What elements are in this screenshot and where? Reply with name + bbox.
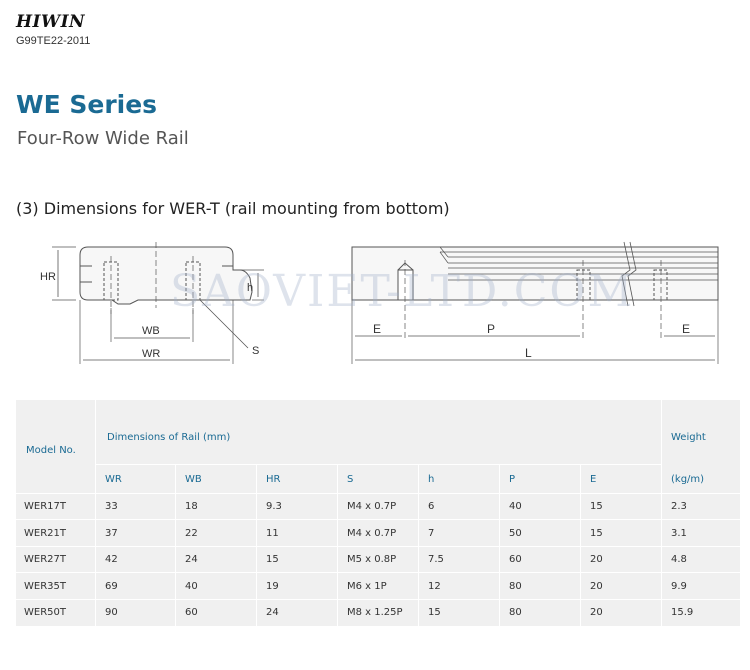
header-s: S [347,474,354,485]
label-e-left: E [373,322,381,336]
header-model-no: Model No. [26,445,76,456]
label-p: P [487,322,495,336]
row-1-wr: 33 [105,501,118,512]
row-4-wr: 69 [105,581,118,592]
row-3-hr: 15 [266,554,279,565]
row-4-h: 12 [428,581,441,592]
label-s: S [252,345,259,357]
row-2-model: WER21T [24,528,66,539]
row-1-h: 6 [428,501,435,512]
row-4-p: 80 [509,581,522,592]
label-h: h [247,282,253,294]
label-l: L [525,346,532,360]
row-5-wb: 60 [185,607,198,618]
header-weight: Weight [671,432,706,443]
label-e-right: E [682,322,690,336]
row-4-s: M6 x 1P [347,581,387,592]
row-3-s: M5 x 0.8P [347,554,397,565]
row-1-model: WER17T [24,501,66,512]
row-2-e: 15 [590,528,603,539]
row-4-e: 20 [590,581,603,592]
header-dimensions: Dimensions of Rail (mm) [107,432,231,443]
label-wb: WB [142,325,160,337]
row-3-h: 7.5 [428,554,444,565]
row-1-e: 15 [590,501,603,512]
row-2-wb: 22 [185,528,198,539]
row-3-e: 20 [590,554,603,565]
row-5-model: WER50T [24,607,66,618]
row-5-p: 80 [509,607,522,618]
header-e: E [590,474,597,485]
row-5-s: M8 x 1.25P [347,607,403,618]
row-3-weight: 4.8 [671,554,687,565]
row-1-p: 40 [509,501,522,512]
row-4-weight: 9.9 [671,581,687,592]
row-2-wr: 37 [105,528,118,539]
row-4-wb: 40 [185,581,198,592]
row-5-weight: 15.9 [671,607,694,618]
header-h: h [428,474,435,485]
header-p: P [509,474,516,485]
row-3-wb: 24 [185,554,198,565]
hiwin-logo: HIWIN [16,12,86,32]
row-3-wr: 42 [105,554,118,565]
row-1-wb: 18 [185,501,198,512]
header-wb: WB [185,474,202,485]
label-hr: HR [40,271,56,283]
row-2-weight: 3.1 [671,528,687,539]
row-1-s: M4 x 0.7P [347,501,397,512]
row-5-h: 15 [428,607,441,618]
cross-section-view [52,242,264,364]
row-2-s: M4 x 0.7P [347,528,397,539]
row-4-model: WER35T [24,581,66,592]
series-title: WE Series [16,90,158,119]
header-hr: HR [266,474,281,485]
row-3-model: WER27T [24,554,66,565]
row-2-hr: 11 [266,528,279,539]
row-5-wr: 90 [105,607,118,618]
label-wr: WR [142,348,160,360]
section-heading: (3) Dimensions for WER-T (rail mounting … [16,199,450,218]
document-code: G99TE22-2011 [16,35,91,47]
row-2-p: 50 [509,528,522,539]
rail-drawing: HR h WB WR S E P E L [40,241,719,364]
row-1-weight: 2.3 [671,501,687,512]
header-wr: WR [105,474,122,485]
row-2-h: 7 [428,528,435,539]
row-1-hr: 9.3 [266,501,282,512]
row-5-hr: 24 [266,607,279,618]
series-subtitle: Four-Row Wide Rail [17,128,189,149]
dimension-table: Model No. Dimensions of Rail (mm) Weight… [16,400,740,626]
row-3-p: 60 [509,554,522,565]
row-4-hr: 19 [266,581,279,592]
header-weight-unit: (kg/m) [671,474,705,485]
side-view [351,241,719,364]
row-5-e: 20 [590,607,603,618]
